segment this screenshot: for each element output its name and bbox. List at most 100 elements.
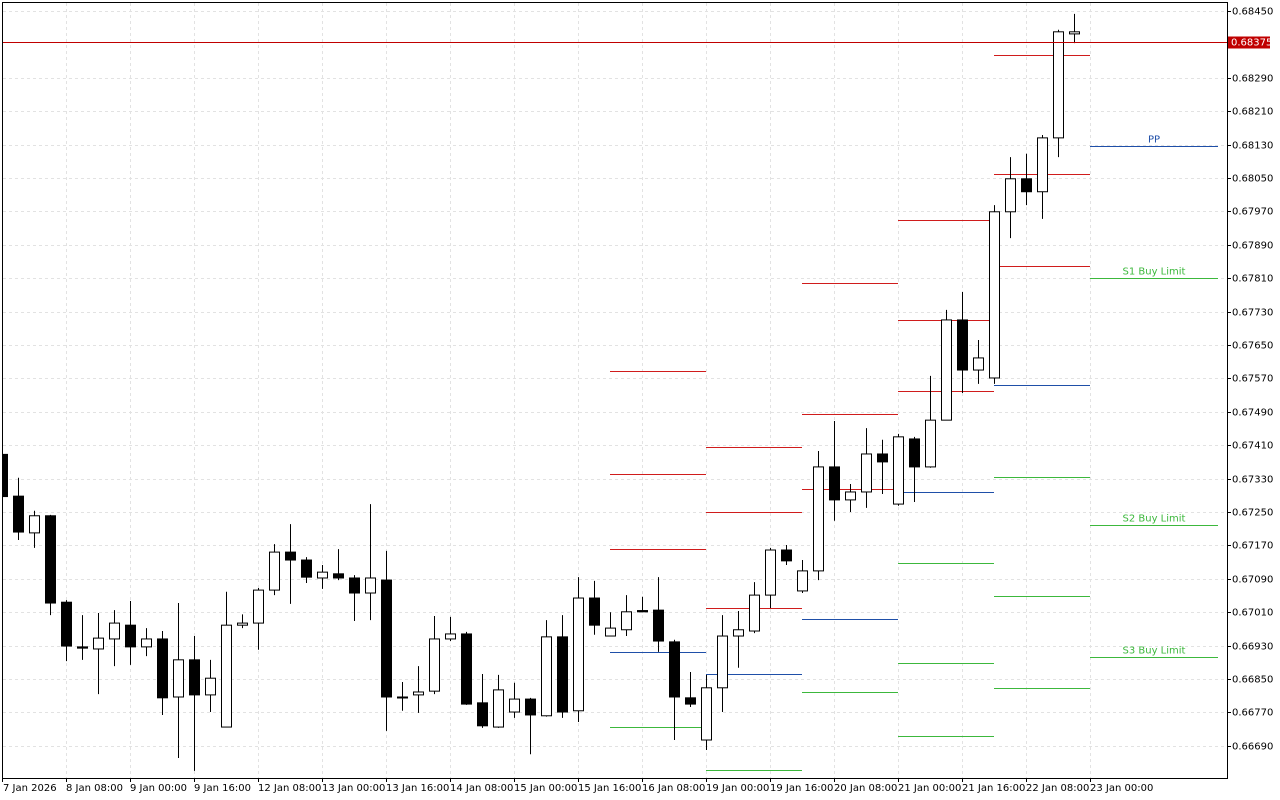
candle-body [109, 622, 120, 640]
y-tick-label: 0.67410 [1232, 441, 1273, 452]
x-tick-label: 23 Jan 00:00 [1090, 783, 1153, 794]
candle-body [557, 636, 568, 713]
level-label: PP [1148, 135, 1160, 146]
candle-body [957, 319, 968, 371]
candle-body [349, 577, 360, 594]
candle-body [1037, 137, 1048, 193]
candle-body [909, 438, 920, 468]
current-price-label: 0.68375 [1231, 38, 1272, 49]
candle-body [861, 453, 872, 493]
candle-body [29, 515, 40, 534]
candle-body [541, 636, 552, 717]
candle-body [445, 633, 456, 640]
x-tick-label: 21 Jan 00:00 [898, 783, 961, 794]
y-tick-label: 0.67010 [1232, 608, 1273, 619]
level-label: S3 Buy Limit [1123, 646, 1186, 657]
candle-body [717, 635, 728, 689]
x-tick-label: 14 Jan 08:00 [450, 783, 513, 794]
candle-body [13, 495, 24, 533]
y-tick-label: 0.67890 [1232, 241, 1273, 252]
candle-body [781, 549, 792, 562]
candle-body [1053, 31, 1064, 139]
candle-body [845, 491, 856, 501]
x-tick-label: 22 Jan 08:00 [1026, 783, 1089, 794]
y-tick-label: 0.68290 [1232, 74, 1273, 85]
candle-body [317, 571, 328, 579]
candle-body [877, 453, 888, 463]
x-tick-label: 9 Jan 16:00 [194, 783, 251, 794]
y-tick-label: 0.67330 [1232, 475, 1273, 486]
level-label: S2 Buy Limit [1123, 514, 1186, 525]
x-tick-label: 19 Jan 16:00 [770, 783, 833, 794]
candle-body [3, 453, 8, 498]
axes: 0.66690 0.66770 0.66850 0.66930 0.67010 0.670… [2, 7, 1273, 794]
candle-body [253, 589, 264, 624]
candle-body [653, 609, 664, 642]
candle-body [797, 570, 808, 592]
y-tick-label: 0.66770 [1232, 708, 1273, 719]
x-tick-label: 13 Jan 16:00 [386, 783, 449, 794]
candle-body [669, 641, 680, 698]
candle-body [269, 551, 280, 591]
candle-body [605, 627, 616, 637]
candle-body [493, 689, 504, 728]
candle-body [941, 319, 952, 421]
y-tick-label: 0.66930 [1232, 642, 1273, 653]
candle-body [141, 638, 152, 648]
candle-body [1005, 178, 1016, 213]
candle-body [733, 629, 744, 637]
plot-frame [2, 2, 1228, 779]
y-tick-label: 0.66850 [1232, 675, 1273, 686]
y-tick-label: 0.67810 [1232, 274, 1273, 285]
candle-body [509, 698, 520, 713]
candle-body [589, 597, 600, 626]
x-tick-label: 19 Jan 00:00 [706, 783, 769, 794]
y-tick-label: 0.68050 [1232, 174, 1273, 185]
y-tick-label: 0.67250 [1232, 508, 1273, 519]
candle-body [685, 697, 696, 705]
candle-body [973, 357, 984, 371]
candle-body [333, 573, 344, 579]
y-tick-label: 0.66690 [1232, 742, 1273, 753]
candle-body [637, 610, 648, 613]
candle-body [381, 579, 392, 698]
y-tick-label: 0.68450 [1232, 7, 1273, 18]
candle-body [173, 659, 184, 698]
candle-body [205, 677, 216, 696]
candle-body [221, 624, 232, 728]
candle-body [813, 466, 824, 572]
level-label: S1 Buy Limit [1123, 267, 1186, 278]
x-tick-label: 9 Jan 00:00 [130, 783, 187, 794]
candle-body [461, 633, 472, 705]
candle-body [125, 624, 136, 648]
x-tick-label: 15 Jan 16:00 [578, 783, 641, 794]
candle-body [189, 659, 200, 696]
candle-body [1021, 178, 1032, 193]
candle-body [893, 436, 904, 505]
y-tick-label: 0.67090 [1232, 575, 1273, 586]
candle-body [429, 638, 440, 692]
y-tick-label: 0.67970 [1232, 207, 1273, 218]
candle-body [413, 691, 424, 696]
candle-body [45, 515, 56, 604]
candle-body [301, 559, 312, 578]
y-tick-label: 0.68130 [1232, 141, 1273, 152]
plot-area: PP S1 Buy Limit S2 Buy Limit S3 Buy Limit [3, 13, 1227, 771]
x-tick-label: 12 Jan 08:00 [258, 783, 321, 794]
candle-body [765, 549, 776, 596]
x-tick-label: 8 Jan 08:00 [66, 783, 123, 794]
candle-body [621, 611, 632, 631]
x-tick-label: 13 Jan 00:00 [322, 783, 385, 794]
candle-body [701, 687, 712, 741]
y-tick-label: 0.67730 [1232, 308, 1273, 319]
candle-body [749, 594, 760, 632]
x-tick-label: 15 Jan 00:00 [514, 783, 577, 794]
y-tick-label: 0.67490 [1232, 408, 1273, 419]
candle-body [93, 637, 104, 650]
candle-body [157, 638, 168, 699]
x-tick-label: 7 Jan 2026 [3, 783, 57, 794]
candle-body [285, 551, 296, 561]
